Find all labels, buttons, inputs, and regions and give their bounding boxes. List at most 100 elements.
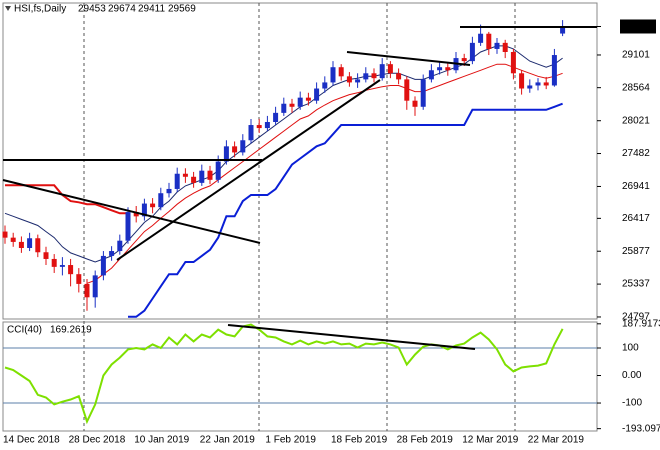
candle-body: [469, 42, 475, 62]
candle-body: [51, 258, 57, 267]
candle-body: [412, 100, 418, 107]
candle-body: [182, 173, 188, 177]
candle-body: [363, 73, 369, 80]
candle-body: [100, 255, 106, 276]
candle-body: [27, 238, 33, 248]
candle-body: [461, 58, 467, 62]
y-tick-label: -100: [622, 398, 642, 409]
x-tick-label: 28 Feb 2019: [397, 435, 454, 446]
y-tick-label: 0.00: [622, 370, 642, 381]
x-tick-label: 10 Jan 2019: [134, 435, 189, 446]
candle-body: [191, 176, 197, 183]
candle-body: [109, 251, 115, 256]
candle-body: [264, 121, 270, 129]
candle-body: [551, 55, 557, 86]
y-tick-label: 27482: [622, 148, 650, 159]
candle-body: [437, 67, 443, 71]
candle-body: [166, 188, 172, 194]
y-tick-label: 29569: [623, 21, 651, 32]
chart-title: HSI,fs,Daily: [14, 4, 66, 15]
candle-body: [117, 240, 123, 252]
x-tick-label: 18 Feb 2019: [331, 435, 388, 446]
candle-body: [232, 146, 238, 153]
candle-body: [420, 79, 426, 107]
y-tick-label: 187.9173: [622, 318, 660, 329]
candle-body: [535, 82, 541, 86]
candle-body: [494, 42, 500, 49]
candle-body: [289, 103, 295, 107]
candle-body: [68, 265, 74, 275]
cci-title: CCI(40): [7, 325, 42, 336]
open-value: 29453: [78, 4, 106, 15]
x-tick-label: 28 Dec 2018: [69, 435, 126, 446]
candle-body: [43, 252, 49, 259]
y-tick-label: 100: [622, 343, 639, 354]
y-tick-label: 29101: [622, 50, 650, 61]
candle-body: [248, 125, 254, 141]
candle-body: [174, 173, 180, 189]
price-label-bg: [620, 19, 656, 34]
candle-body: [199, 170, 205, 183]
plot-layer: [2, 20, 597, 425]
y-tick-label: 24797: [622, 312, 650, 323]
candle-body: [76, 274, 82, 284]
candle-body: [502, 42, 508, 52]
title-icon: [5, 6, 11, 11]
candle-body: [560, 26, 566, 34]
candle-body: [141, 203, 147, 217]
trend-line: [2, 179, 261, 244]
candle-body: [486, 33, 492, 49]
y-tick-label: 26941: [622, 181, 650, 192]
cci-value: 169.2619: [50, 325, 92, 336]
candle-body: [346, 76, 352, 83]
candle-body: [371, 73, 377, 79]
candle-body: [84, 283, 90, 298]
candle-body: [133, 212, 139, 217]
candle-body: [2, 231, 8, 238]
candle-body: [59, 265, 65, 267]
x-tick-label: 1 Feb 2019: [265, 435, 316, 446]
cci-panel: [2, 321, 598, 432]
indicator-line: [4, 45, 563, 263]
indicator-line: [128, 102, 563, 318]
candle-body: [355, 79, 361, 83]
trend-line: [346, 51, 471, 66]
candle-body: [445, 67, 451, 71]
candle-body: [519, 73, 525, 89]
candle-body: [223, 146, 229, 162]
cci-line: [4, 323, 564, 425]
trend-line: [116, 79, 381, 261]
candle-body: [543, 82, 549, 86]
candle-body: [305, 97, 311, 101]
candle-body: [281, 103, 287, 113]
candle-body: [478, 33, 484, 43]
candle-body: [387, 64, 393, 74]
x-tick-label: 12 Mar 2019: [462, 435, 519, 446]
candle-body: [92, 275, 98, 298]
candle-body: [330, 67, 336, 83]
candle-body: [215, 161, 221, 180]
y-tick-label: 28564: [622, 82, 650, 93]
y-tick-label: 28021: [622, 115, 650, 126]
candle-body: [338, 67, 344, 77]
candle-body: [150, 203, 156, 208]
candle-body: [240, 140, 246, 153]
candle-body: [510, 51, 516, 74]
x-tick-label: 22 Jan 2019: [200, 435, 255, 446]
candle-body: [314, 88, 320, 101]
y-tick-label: -193.097: [622, 423, 660, 434]
close-value: 29569: [168, 4, 196, 15]
candle-body: [428, 70, 434, 80]
candle-body: [404, 79, 410, 101]
candle-body: [379, 64, 385, 79]
indicator-line: [86, 63, 563, 284]
candle-body: [207, 170, 213, 180]
x-tick-label: 14 Dec 2018: [3, 435, 60, 446]
trend-line: [227, 324, 476, 350]
y-tick-label: 26417: [622, 213, 650, 224]
y-tick-label: 25337: [622, 279, 650, 290]
candle-body: [158, 193, 164, 208]
candle-body: [396, 73, 402, 80]
